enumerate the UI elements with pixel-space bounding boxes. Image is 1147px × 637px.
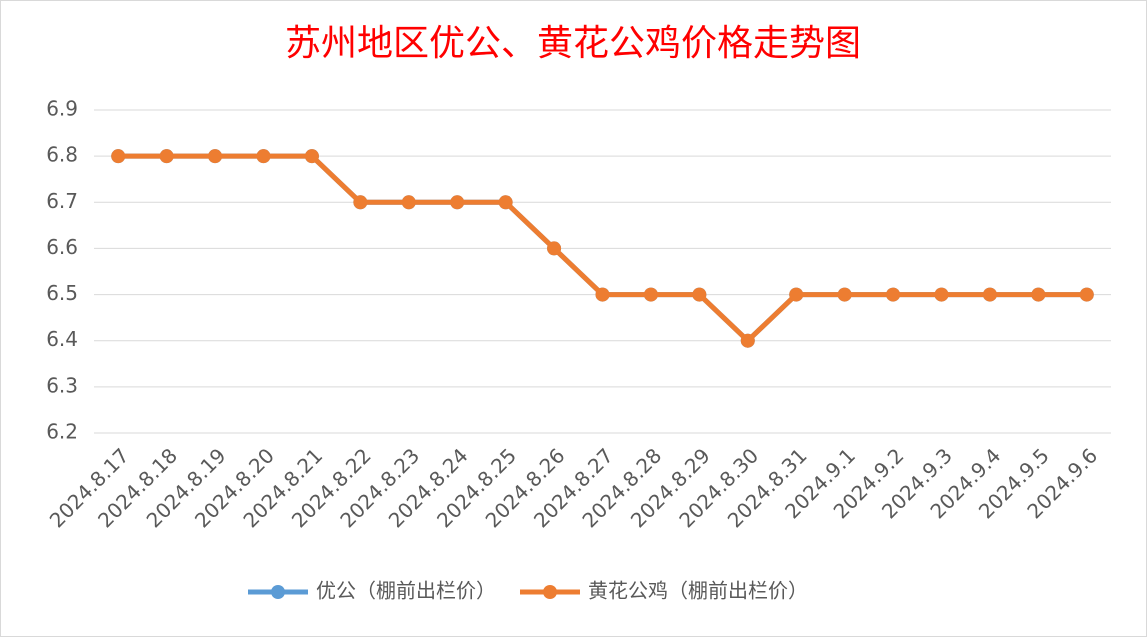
point	[498, 195, 513, 210]
point	[256, 149, 271, 164]
point	[1079, 287, 1094, 302]
point	[789, 287, 804, 302]
point	[740, 333, 755, 348]
y-tick-label: 6.6	[46, 235, 78, 259]
point	[886, 287, 901, 302]
point	[208, 149, 223, 164]
point	[401, 195, 416, 210]
y-tick-label: 6.5	[46, 281, 78, 305]
legend-marker	[543, 585, 557, 599]
point	[692, 287, 707, 302]
point	[304, 149, 319, 164]
point	[159, 149, 174, 164]
y-tick-label: 6.8	[46, 143, 78, 167]
y-tick-label: 6.4	[46, 327, 78, 351]
point	[595, 287, 610, 302]
y-tick-label: 6.7	[46, 189, 78, 213]
y-tick-label: 6.2	[46, 420, 78, 444]
legend-marker	[271, 585, 285, 599]
legend-label: 黄花公鸡（棚前出栏价）	[588, 579, 808, 603]
y-tick-label: 6.3	[46, 373, 78, 397]
y-tick-label: 6.9	[46, 97, 78, 121]
point	[1031, 287, 1046, 302]
point	[643, 287, 658, 302]
point	[982, 287, 997, 302]
point	[353, 195, 368, 210]
point	[450, 195, 465, 210]
point	[837, 287, 852, 302]
point	[934, 287, 949, 302]
legend-label: 优公（棚前出栏价）	[316, 579, 496, 603]
point	[547, 241, 562, 256]
chart-title: 苏州地区优公、黄花公鸡价格走势图	[285, 23, 861, 64]
point	[111, 149, 126, 164]
